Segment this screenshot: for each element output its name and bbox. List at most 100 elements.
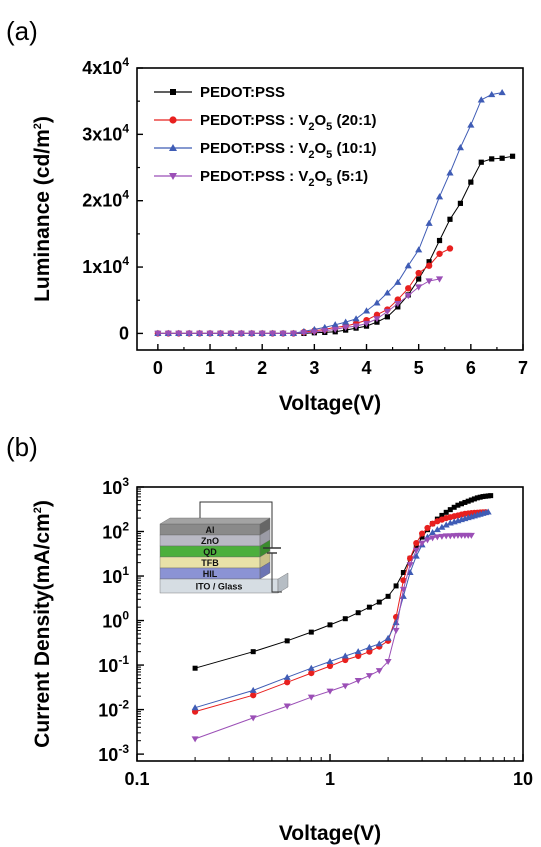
data-point <box>477 494 483 500</box>
data-point <box>488 493 494 499</box>
y-tick-label: 0 <box>119 323 129 343</box>
data-point <box>362 307 371 314</box>
data-point <box>352 315 360 322</box>
layer-label: ITO / Glass <box>196 582 243 592</box>
data-point <box>366 648 373 655</box>
data-point <box>404 292 412 300</box>
y-tick-label: 10-1 <box>98 653 129 676</box>
panel-a-label: (a) <box>6 16 38 46</box>
y-tick-label: 10-3 <box>98 742 129 765</box>
data-point <box>331 326 339 334</box>
data-point <box>480 494 486 500</box>
data-point <box>436 250 443 257</box>
data-point <box>465 498 471 504</box>
data-point <box>308 670 315 677</box>
data-point <box>429 529 437 536</box>
y-tick-label: 2x104 <box>82 188 129 211</box>
y-tick-label: 10-2 <box>98 698 129 721</box>
layer-top <box>159 517 271 525</box>
data-point <box>498 88 506 96</box>
legend-label: PEDOT:PSS <box>200 84 285 101</box>
data-point <box>248 330 256 338</box>
data-point <box>418 540 426 547</box>
data-point <box>373 299 381 306</box>
data-point <box>413 539 420 547</box>
x-tick-label: 3 <box>309 358 319 378</box>
layer-label: Al <box>206 525 215 535</box>
layer-side <box>259 561 271 580</box>
data-point <box>384 659 392 666</box>
data-point <box>484 508 492 515</box>
data-point <box>375 668 383 675</box>
layer-label: TFB <box>201 558 219 568</box>
data-point <box>467 121 475 128</box>
data-point <box>499 155 505 161</box>
data-point <box>435 276 444 283</box>
data-point <box>308 629 314 635</box>
data-point <box>462 499 468 505</box>
legend-marker <box>170 89 176 95</box>
data-point <box>456 144 465 151</box>
data-point <box>399 586 407 593</box>
series-3 <box>191 532 475 743</box>
data-point <box>413 544 419 550</box>
y-tick-label: 100 <box>102 609 129 632</box>
panel-b-label: (b) <box>6 432 38 462</box>
legend-label: PEDOT:PSS : V2O5 (5:1) <box>200 168 368 189</box>
data-point <box>284 638 290 644</box>
data-point <box>489 156 495 162</box>
x-tick-label: 5 <box>414 358 424 378</box>
layer-side <box>277 572 289 594</box>
x-tick-label: 1 <box>325 769 335 789</box>
data-point <box>206 330 214 338</box>
data-point <box>283 673 291 680</box>
data-point <box>418 530 426 537</box>
data-point <box>433 534 441 541</box>
data-point <box>423 537 431 544</box>
data-point <box>488 90 496 98</box>
data-point <box>227 330 235 338</box>
data-point <box>485 493 491 499</box>
data-point <box>342 318 350 325</box>
data-point <box>424 524 431 532</box>
layer-label: HIL <box>203 569 218 579</box>
data-point <box>436 237 443 244</box>
data-point <box>384 634 392 641</box>
data-point <box>451 504 457 510</box>
legend-marker <box>169 144 177 151</box>
layer-label: QD <box>203 547 217 557</box>
data-point <box>412 552 420 559</box>
data-point <box>439 512 445 518</box>
data-point <box>310 329 318 336</box>
data-point <box>185 330 193 338</box>
data-point <box>279 330 287 338</box>
data-point <box>509 153 516 159</box>
data-point <box>429 535 437 542</box>
data-point <box>154 330 162 338</box>
data-point <box>249 686 257 693</box>
data-point <box>365 643 373 650</box>
x-tick-label: 4 <box>362 358 372 378</box>
data-point <box>258 330 266 338</box>
data-point <box>433 526 441 533</box>
x-tick-label: 2 <box>257 358 267 378</box>
data-point <box>468 179 474 185</box>
legend-marker <box>169 173 177 180</box>
data-point <box>269 330 277 338</box>
data-point <box>438 523 446 530</box>
y-axis-title: Current Density(mA/cm2) <box>31 500 54 748</box>
data-point <box>385 593 391 599</box>
data-point <box>392 619 400 626</box>
data-point <box>366 604 372 610</box>
data-point <box>467 532 475 539</box>
data-point <box>425 278 433 285</box>
data-point <box>446 169 454 176</box>
data-point <box>383 289 391 296</box>
legend-label: PEDOT:PSS : V2O5 (20:1) <box>200 112 376 133</box>
data-point <box>327 622 333 628</box>
data-point <box>442 521 450 528</box>
data-point <box>425 219 433 226</box>
y-axis-title: Luminance (cd/m2) <box>31 116 54 302</box>
